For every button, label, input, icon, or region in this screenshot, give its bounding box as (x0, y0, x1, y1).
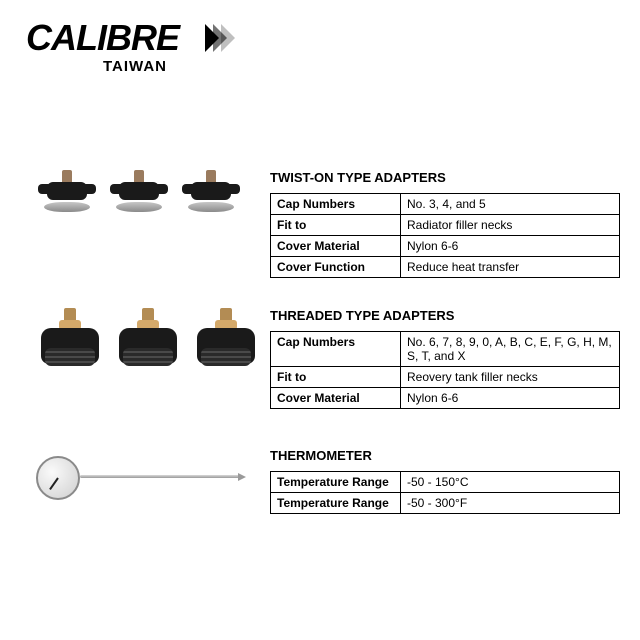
spec-val: Nylon 6-6 (401, 388, 620, 409)
spec-val: Radiator filler necks (401, 215, 620, 236)
spec-val: Reovery tank filler necks (401, 367, 620, 388)
logo-chevrons-icon (211, 24, 235, 52)
brand-name: CALIBRE (26, 20, 179, 56)
table-row: Cover MaterialNylon 6-6 (271, 388, 620, 409)
thermometer-image (0, 448, 270, 508)
table-row: Temperature Range-50 - 150°C (271, 472, 620, 493)
spec-key: Temperature Range (271, 472, 401, 493)
table-row: Fit toReovery tank filler necks (271, 367, 620, 388)
spec-val: Nylon 6-6 (401, 236, 620, 257)
spec-key: Cap Numbers (271, 332, 401, 367)
section-twist-adapters: TWIST-ON TYPE ADAPTERS Cap NumbersNo. 3,… (0, 170, 640, 278)
brand-logo: CALIBRE TAIWAN (26, 20, 179, 75)
spec-key: Cover Function (271, 257, 401, 278)
spec-key: Temperature Range (271, 493, 401, 514)
twist-table-column: TWIST-ON TYPE ADAPTERS Cap NumbersNo. 3,… (270, 170, 640, 278)
table-row: Fit toRadiator filler necks (271, 215, 620, 236)
table-row: Cover MaterialNylon 6-6 (271, 236, 620, 257)
threaded-spec-table: Cap NumbersNo. 6, 7, 8, 9, 0, A, B, C, E… (270, 331, 620, 409)
thermometer-icon (36, 448, 246, 508)
spec-val: No. 3, 4, and 5 (401, 194, 620, 215)
spec-key: Cover Material (271, 388, 401, 409)
spec-val: Reduce heat transfer (401, 257, 620, 278)
table-row: Cap NumbersNo. 3, 4, and 5 (271, 194, 620, 215)
threaded-adapter-images (0, 308, 270, 370)
spec-key: Fit to (271, 215, 401, 236)
thermometer-table-column: THERMOMETER Temperature Range-50 - 150°C… (270, 448, 640, 514)
threaded-table-column: THREADED TYPE ADAPTERS Cap NumbersNo. 6,… (270, 308, 640, 409)
section-thermometer: THERMOMETER Temperature Range-50 - 150°C… (0, 448, 640, 514)
brand-name-text: CALIBRE (26, 17, 179, 58)
twist-cap-icon (108, 170, 170, 218)
threaded-title: THREADED TYPE ADAPTERS (270, 308, 622, 323)
spec-key: Cover Material (271, 236, 401, 257)
table-row: Temperature Range-50 - 300°F (271, 493, 620, 514)
spec-key: Fit to (271, 367, 401, 388)
twist-adapter-images (0, 170, 270, 218)
threaded-cap-icon (114, 308, 182, 370)
threaded-cap-icon (192, 308, 260, 370)
twist-spec-table: Cap NumbersNo. 3, 4, and 5 Fit toRadiato… (270, 193, 620, 278)
table-row: Cover FunctionReduce heat transfer (271, 257, 620, 278)
twist-cap-icon (36, 170, 98, 218)
table-row: Cap NumbersNo. 6, 7, 8, 9, 0, A, B, C, E… (271, 332, 620, 367)
spec-val: -50 - 150°C (401, 472, 620, 493)
twist-title: TWIST-ON TYPE ADAPTERS (270, 170, 622, 185)
spec-val: -50 - 300°F (401, 493, 620, 514)
twist-cap-icon (180, 170, 242, 218)
section-threaded-adapters: THREADED TYPE ADAPTERS Cap NumbersNo. 6,… (0, 308, 640, 409)
thermometer-spec-table: Temperature Range-50 - 150°C Temperature… (270, 471, 620, 514)
spec-val: No. 6, 7, 8, 9, 0, A, B, C, E, F, G, H, … (401, 332, 620, 367)
spec-key: Cap Numbers (271, 194, 401, 215)
brand-subline: TAIWAN (26, 58, 167, 75)
thermometer-title: THERMOMETER (270, 448, 622, 463)
threaded-cap-icon (36, 308, 104, 370)
